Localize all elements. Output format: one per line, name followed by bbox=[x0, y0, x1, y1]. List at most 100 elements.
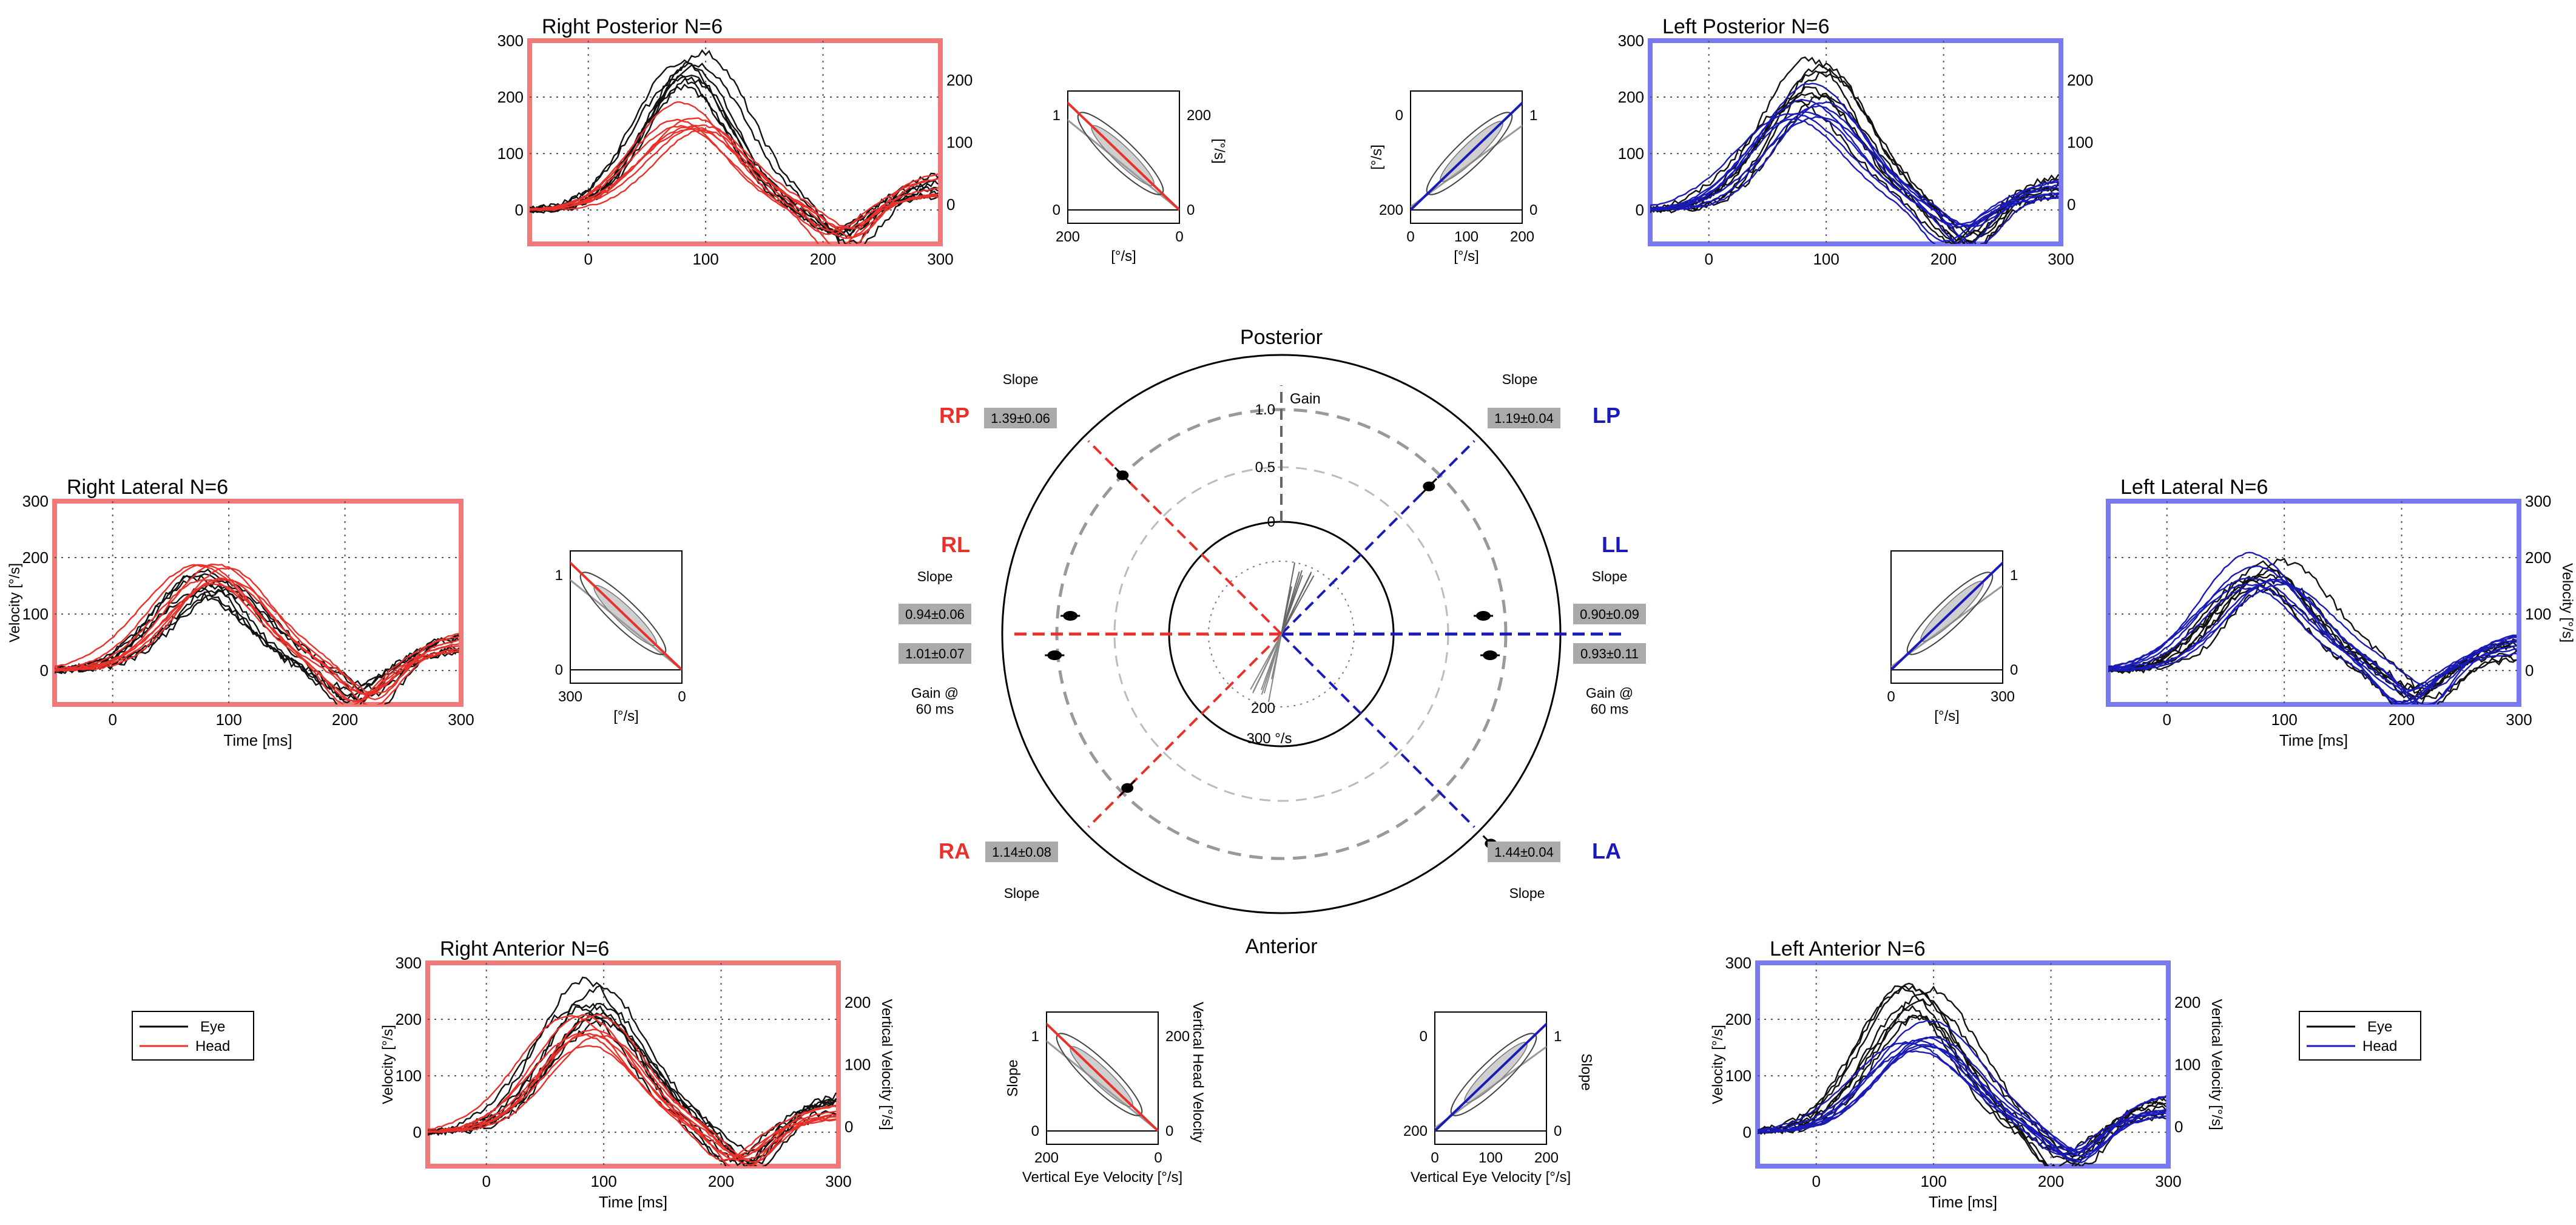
polar-top-label: Posterior bbox=[1240, 326, 1323, 349]
regression-line bbox=[1068, 101, 1179, 211]
x-axis-label: Time [ms] bbox=[599, 1193, 667, 1211]
legend-box bbox=[2299, 1011, 2421, 1061]
y-tick-label-left: 100 bbox=[22, 605, 49, 623]
x-tick-label: 100 bbox=[1454, 229, 1479, 245]
x-tick-label: 0 bbox=[108, 710, 116, 729]
y-tick-label-right: 0 bbox=[2174, 1118, 2183, 1136]
x-tick-label: 300 bbox=[2506, 710, 2532, 729]
eye-trace bbox=[1650, 92, 2059, 238]
gain-label-rl: Gain @60 ms bbox=[911, 685, 959, 717]
head-trace bbox=[428, 1014, 837, 1166]
y-tick-label-right: 100 bbox=[2067, 133, 2093, 152]
panel-title: Right Lateral bbox=[67, 476, 184, 499]
x-tick-label: 0 bbox=[1431, 1150, 1438, 1166]
scatter-content bbox=[1411, 101, 1522, 211]
x-tick-label: 0 bbox=[678, 689, 686, 705]
scatter-panel-s_ll: 0 300 1 0 [°/s] bbox=[1887, 550, 2018, 724]
eye-trace bbox=[1758, 985, 2167, 1166]
slope-value-lp-bg bbox=[1488, 408, 1560, 428]
polar-bottom-label: Anterior bbox=[1245, 935, 1317, 958]
panel-ll: Left Lateral N=6 0 100 200 300 0 100 200 300 Time … bbox=[2106, 476, 2575, 749]
scatter-content bbox=[1047, 1022, 1158, 1132]
x-tick-label: 100 bbox=[692, 250, 718, 268]
regression-line bbox=[1047, 1022, 1158, 1132]
head-trace bbox=[2108, 579, 2517, 704]
x-tick-label: 300 bbox=[825, 1172, 851, 1190]
eye-trace bbox=[2108, 569, 2517, 694]
y-tick-label-right: 0 bbox=[1554, 1123, 1562, 1139]
slope-label-ll: Slope bbox=[1592, 569, 1628, 584]
x-tick-label: 100 bbox=[1920, 1172, 1946, 1190]
x-tick-label: 200 bbox=[1034, 1150, 1059, 1166]
velocity-vector bbox=[1268, 633, 1282, 703]
y-axis-label-right: Vertical Velocity [°/s] bbox=[878, 999, 895, 1130]
x-tick-label: 200 bbox=[1510, 229, 1534, 245]
eye-trace bbox=[55, 580, 459, 697]
slope-label-rp: Slope bbox=[1003, 371, 1039, 387]
head-trace bbox=[2108, 565, 2517, 691]
scatter-content bbox=[1435, 1022, 1546, 1132]
x-tick-label: 0 bbox=[1704, 250, 1713, 268]
head-trace bbox=[530, 118, 939, 235]
head-trace bbox=[2108, 583, 2517, 689]
channel-label-lp: LP bbox=[1593, 403, 1620, 428]
polar-gain-plot: Gain 1.0 0.5 0 200 300 °/s Posterior Anterior Sl… bbox=[899, 326, 1646, 958]
channel-label-rp: RP bbox=[939, 403, 969, 428]
y-tick-label-left: 0 bbox=[1053, 202, 1060, 218]
channel-label-la: LA bbox=[1592, 839, 1621, 863]
velocity-tick-label: 200 bbox=[1251, 700, 1275, 717]
channel-label-ll: LL bbox=[1602, 532, 1628, 557]
head-trace bbox=[1758, 1045, 2166, 1153]
eye-trace bbox=[55, 574, 460, 697]
x-axis-label: [°/s] bbox=[1454, 248, 1479, 265]
x-tick-label: 200 bbox=[2038, 1172, 2064, 1190]
x-tick-label: 300 bbox=[927, 250, 953, 268]
slope-value-ra-bg bbox=[985, 842, 1058, 862]
panel-n-count: N=6 bbox=[2230, 476, 2268, 499]
y-tick-label-right: 100 bbox=[845, 1056, 871, 1074]
traces bbox=[1650, 56, 2060, 244]
scatter-panel-s_rl: 300 0 1 0 [°/s] bbox=[555, 550, 686, 724]
x-tick-label: 300 bbox=[1991, 689, 2015, 705]
y-tick-label-left: 200 bbox=[1725, 1010, 1752, 1028]
legend-head-label: Head bbox=[195, 1038, 230, 1055]
scatter-content bbox=[1891, 561, 2003, 671]
x-tick-label: 0 bbox=[2162, 710, 2171, 729]
head-trace bbox=[1758, 1036, 2166, 1161]
x-tick-label: 0 bbox=[1887, 689, 1895, 705]
slope-value-rp-bg bbox=[984, 408, 1057, 428]
y-axis-label-right: Vertical Head Velocity bbox=[1190, 1002, 1206, 1142]
head-trace bbox=[1650, 118, 2059, 244]
y-tick-label-left: 0 bbox=[1636, 201, 1644, 219]
panel-title: Left Lateral bbox=[2120, 476, 2224, 499]
y-tick-label-left: 1 bbox=[555, 567, 563, 584]
legend-right: Eye Head bbox=[132, 1011, 254, 1061]
regression-line bbox=[1891, 561, 2003, 671]
y-tick-label-left: 100 bbox=[396, 1067, 422, 1085]
x-tick-label: 0 bbox=[1154, 1150, 1162, 1166]
head-trace bbox=[1758, 1019, 2166, 1157]
gain-value-rl: 1.01±0.07 bbox=[905, 646, 965, 661]
slope-value-lp: 1.19±0.04 bbox=[1494, 411, 1554, 426]
y-tick-label-left: 200 bbox=[22, 548, 49, 567]
head-trace bbox=[1650, 116, 2059, 228]
gain-tick-label: 0.5 bbox=[1255, 459, 1275, 476]
slope-label-lp: Slope bbox=[1502, 371, 1538, 387]
y-tick-label-left: 200 bbox=[497, 88, 524, 106]
x-tick-label: 200 bbox=[810, 250, 836, 268]
legend-left: Eye Head bbox=[2299, 1011, 2421, 1061]
scatter-content bbox=[1068, 101, 1179, 211]
y-tick-label-right: 200 bbox=[2525, 548, 2551, 567]
slope-value-ra: 1.14±0.08 bbox=[992, 845, 1051, 860]
y-axis-label-left: [°/s] bbox=[1369, 144, 1385, 170]
head-trace bbox=[428, 1014, 837, 1161]
eye-trace bbox=[428, 1014, 837, 1164]
y-tick-label-right: 200 bbox=[845, 993, 871, 1011]
panel-n-count: N=6 bbox=[1791, 15, 1829, 38]
x-tick-label: 200 bbox=[332, 710, 358, 729]
head-trace bbox=[1650, 83, 2059, 244]
traces bbox=[428, 976, 837, 1166]
y-tick-label-right: 200 bbox=[1187, 107, 1211, 124]
y-axis-label-left: Velocity [°/s] bbox=[1710, 1025, 1726, 1104]
head-trace bbox=[1758, 1044, 2166, 1164]
